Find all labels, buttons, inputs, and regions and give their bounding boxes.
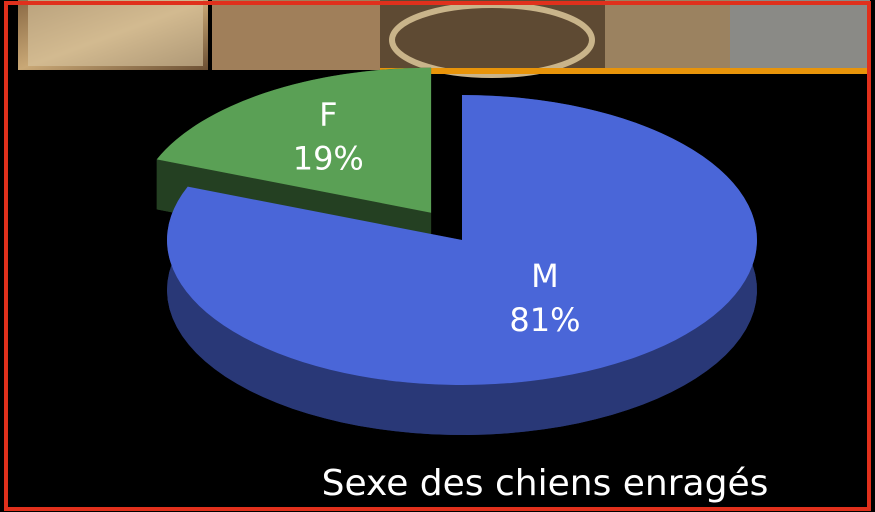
slice-value-label: 19% xyxy=(293,139,364,177)
page: M81%F19% Sexe des chiens enragés (() => … xyxy=(0,0,875,512)
mosaic-banner xyxy=(18,0,870,75)
slice-value-label: 81% xyxy=(509,301,580,339)
slice-category-label: F xyxy=(319,95,337,133)
slice-category-label: M xyxy=(531,257,559,295)
chart-title: Sexe des chiens enragés xyxy=(322,463,769,504)
slide: M 81% F 19% Sexe des chiens enragés xyxy=(0,0,875,512)
